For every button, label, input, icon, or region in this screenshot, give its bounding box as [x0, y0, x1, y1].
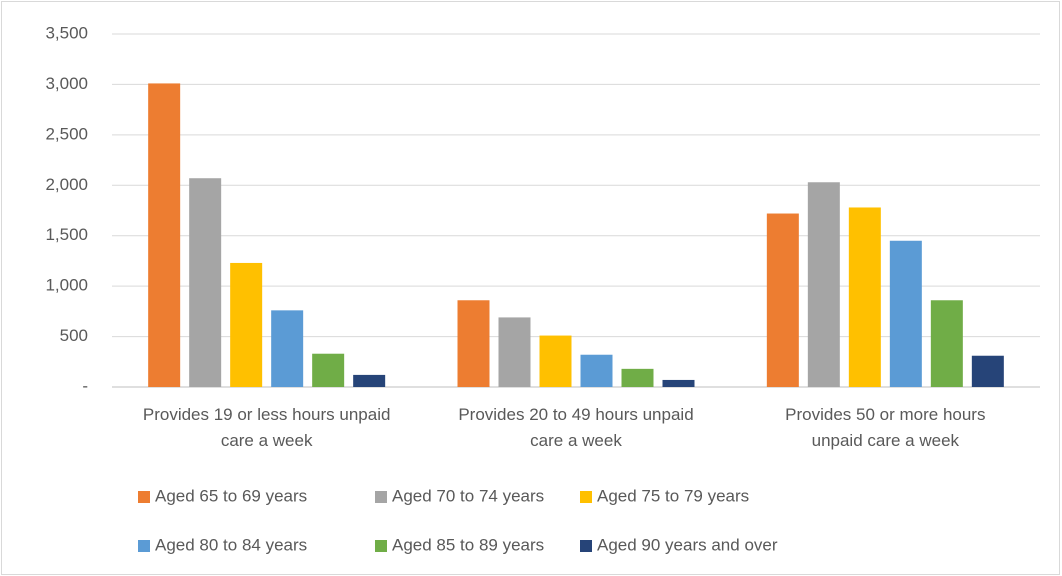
y-tick-label: -	[82, 376, 88, 395]
legend-label: Aged 80 to 84 years	[155, 535, 307, 554]
x-tick-label: Provides 20 to 49 hours unpaid care a we…	[458, 405, 694, 450]
bar	[766, 213, 799, 387]
legend-swatch	[138, 491, 150, 503]
y-tick-label: 2,500	[45, 124, 88, 143]
y-tick-label: 1,500	[45, 225, 88, 244]
x-tick-label: Provides 50 or more hours unpaid care a …	[785, 405, 986, 450]
bar	[353, 374, 386, 387]
bar	[807, 182, 840, 387]
bar	[312, 353, 345, 387]
bar	[621, 368, 654, 387]
bar	[662, 379, 695, 387]
y-tick-label: 1,000	[45, 276, 88, 295]
bar	[230, 262, 263, 387]
bar	[189, 178, 222, 387]
bar	[457, 300, 490, 387]
legend-label: Aged 65 to 69 years	[155, 486, 307, 505]
legend-swatch	[375, 540, 387, 552]
bar	[498, 317, 531, 387]
legend-swatch	[375, 491, 387, 503]
legend-swatch	[580, 491, 592, 503]
y-tick-label: 3,000	[45, 74, 88, 93]
bar	[930, 300, 963, 387]
bar	[971, 355, 1004, 387]
legend-label: Aged 70 to 74 years	[392, 486, 544, 505]
bar	[539, 335, 572, 387]
y-tick-label: 2,000	[45, 175, 88, 194]
bar	[848, 207, 881, 387]
y-tick-label: 3,500	[45, 23, 88, 42]
y-tick-label: 500	[60, 326, 88, 345]
bar	[889, 240, 922, 387]
bar	[580, 354, 613, 387]
x-tick-label: Provides 19 or less hours unpaid care a …	[142, 405, 391, 450]
legend-swatch	[580, 540, 592, 552]
legend-label: Aged 75 to 79 years	[597, 486, 749, 505]
bar	[148, 83, 181, 388]
legend-label: Aged 90 years and over	[597, 535, 778, 554]
legend-swatch	[138, 540, 150, 552]
legend-label: Aged 85 to 89 years	[392, 535, 544, 554]
bar	[271, 310, 304, 387]
